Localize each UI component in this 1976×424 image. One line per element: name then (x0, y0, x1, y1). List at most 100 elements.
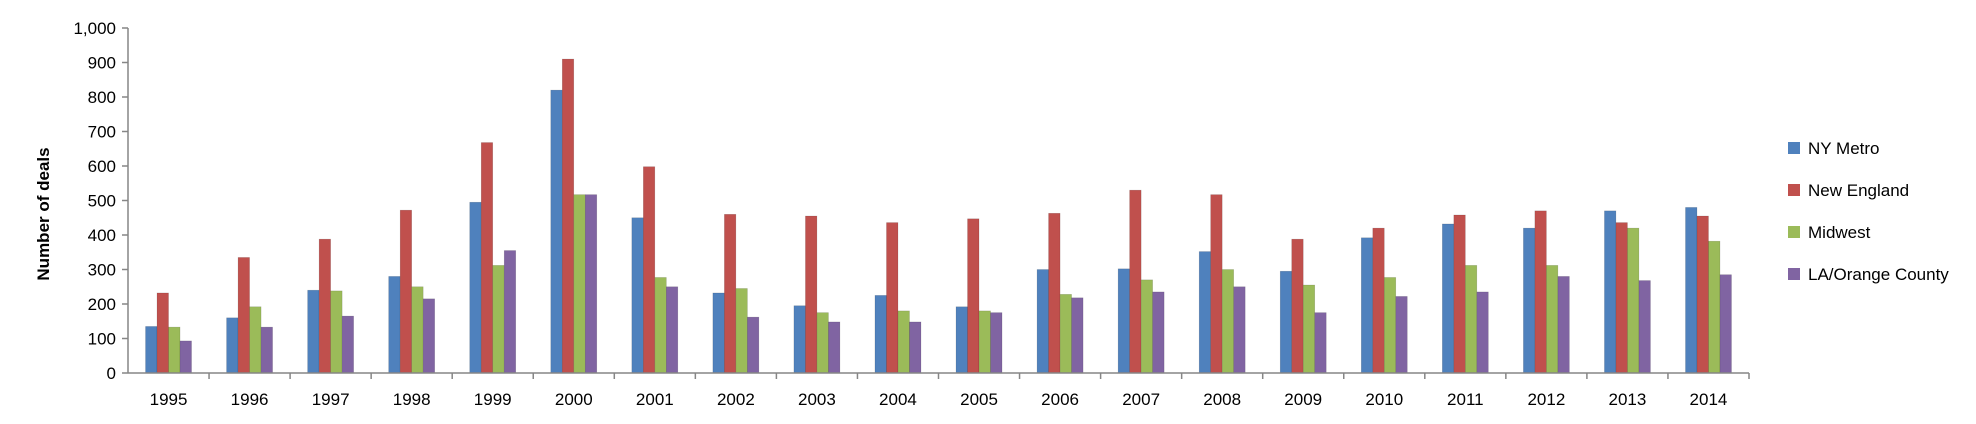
legend: NY Metro New England Midwest LA/Orange Coun… (1788, 139, 1949, 284)
bar (828, 321, 841, 374)
bar (550, 89, 563, 374)
x-tick-label: 2013 (1609, 390, 1647, 409)
bar (978, 310, 991, 374)
bar (1708, 240, 1721, 374)
bar (1557, 276, 1570, 374)
bar (237, 257, 250, 374)
bar (897, 310, 910, 374)
bar (388, 276, 401, 374)
bar (249, 306, 262, 374)
bar (1685, 207, 1698, 374)
legend-swatch (1788, 268, 1800, 280)
bar (816, 312, 829, 374)
y-tick-label: 900 (88, 54, 116, 73)
bar (886, 222, 899, 374)
bar (1627, 227, 1640, 374)
bar (492, 265, 505, 374)
legend-label: New England (1808, 181, 1909, 200)
axes-group (127, 28, 1749, 374)
bar (1465, 265, 1478, 374)
bar (584, 194, 598, 374)
y-tick-label: 400 (88, 226, 116, 245)
bars-group (145, 58, 1732, 374)
legend-label: LA/Orange County (1808, 265, 1949, 284)
bar (422, 298, 435, 374)
bar (1036, 269, 1049, 374)
y-tick-label: 300 (88, 261, 116, 280)
x-tick-label: 2004 (879, 390, 917, 409)
bar (1372, 227, 1385, 374)
bar (1638, 280, 1651, 374)
bar (1198, 251, 1211, 374)
bar (1279, 270, 1293, 374)
bar (712, 292, 725, 374)
bar (307, 289, 320, 374)
x-tick-label: 1998 (393, 390, 431, 409)
bar (573, 194, 586, 374)
bar (1719, 274, 1732, 374)
x-tick-label: 2003 (798, 390, 836, 409)
bar (1442, 223, 1455, 374)
bar (1523, 227, 1536, 374)
x-tick-label: 2010 (1365, 390, 1403, 409)
bar (1117, 268, 1130, 374)
bar (1604, 210, 1617, 374)
x-tick-label: 2001 (636, 390, 674, 409)
y-tick-label: 700 (88, 123, 116, 142)
bar (1059, 294, 1072, 374)
bar (411, 286, 424, 374)
bar (1383, 277, 1397, 374)
bar (168, 326, 181, 374)
bar (805, 215, 818, 374)
bar (990, 312, 1003, 374)
bar (480, 142, 494, 374)
bar (1395, 296, 1408, 374)
x-tick-label: 2005 (960, 390, 998, 409)
legend-swatch (1788, 184, 1800, 196)
x-tick-label: 1997 (312, 390, 350, 409)
y-tick-label: 500 (88, 192, 116, 211)
x-tick-label: 2000 (555, 390, 593, 409)
y-tick-label: 800 (88, 88, 116, 107)
legend-swatch (1788, 226, 1800, 238)
bar (341, 315, 354, 374)
y-tick-label: 100 (88, 330, 116, 349)
bar (1291, 238, 1304, 374)
x-tick-label: 2006 (1041, 390, 1079, 409)
bar (1210, 194, 1223, 374)
y-tick-label: 1,000 (73, 19, 116, 38)
x-tick-label: 2014 (1690, 390, 1728, 409)
bar (793, 305, 806, 374)
bar (1453, 214, 1466, 374)
bar (156, 292, 169, 374)
bar (909, 321, 922, 374)
bar (1071, 297, 1084, 374)
y-tick-label: 200 (88, 295, 116, 314)
y-tick-label: 0 (107, 364, 116, 383)
x-tick-label: 2008 (1203, 390, 1241, 409)
bar (735, 288, 748, 374)
bar (1129, 189, 1142, 374)
bar (399, 209, 412, 374)
bar (318, 238, 331, 374)
bar (654, 277, 667, 374)
bar (747, 316, 760, 374)
bar (330, 290, 343, 374)
bar (469, 201, 482, 374)
bar (1048, 212, 1061, 374)
legend-label: NY Metro (1808, 139, 1880, 158)
bar (1302, 284, 1316, 374)
x-tick-label: 2009 (1284, 390, 1322, 409)
bar (643, 166, 656, 374)
bar (1314, 312, 1327, 374)
legend-label: Midwest (1808, 223, 1871, 242)
bar (1152, 291, 1165, 374)
y-tick-label: 600 (88, 157, 116, 176)
bar (1360, 237, 1374, 374)
bar (967, 218, 980, 374)
x-tick-label: 1996 (231, 390, 269, 409)
bar (561, 58, 575, 374)
x-tick-label: 1999 (474, 390, 512, 409)
bar (1221, 269, 1234, 374)
